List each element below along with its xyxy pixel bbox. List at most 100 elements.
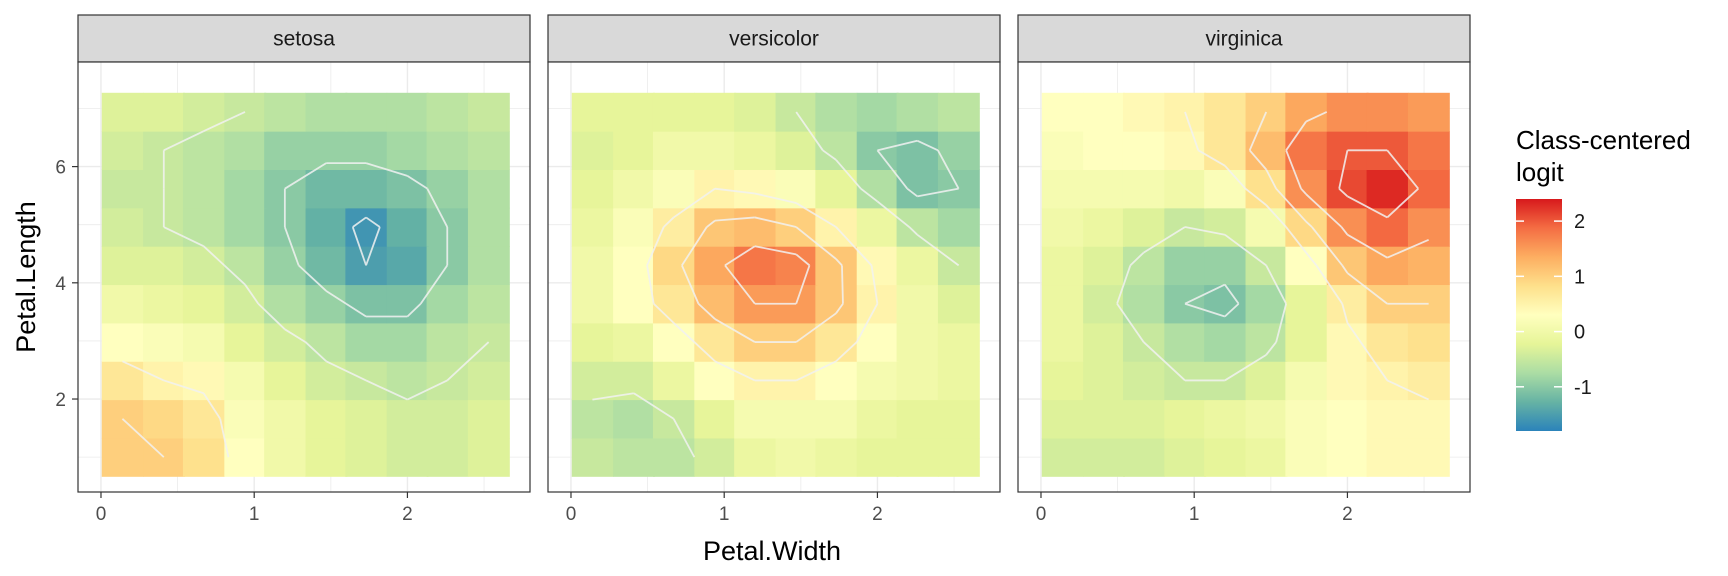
contour-segment bbox=[202, 392, 221, 420]
contour-segment bbox=[714, 187, 755, 195]
heatmap-tile bbox=[1366, 92, 1409, 132]
heatmap-tile bbox=[182, 131, 225, 170]
heatmap-tile bbox=[224, 284, 267, 324]
contour-segment bbox=[1285, 226, 1307, 254]
heatmap-tile bbox=[264, 92, 307, 132]
heatmap-tile bbox=[652, 361, 695, 401]
contour-segment bbox=[917, 187, 959, 198]
heatmap-tile bbox=[1285, 92, 1328, 132]
heatmap-tile bbox=[1407, 207, 1450, 247]
heatmap-tile bbox=[1122, 207, 1165, 247]
heatmap-tile bbox=[937, 361, 980, 401]
contour-segment bbox=[937, 149, 960, 190]
heatmap-tile bbox=[1366, 169, 1409, 209]
heatmap-tile bbox=[467, 399, 510, 439]
contour-segment bbox=[835, 159, 862, 190]
contour-segment bbox=[304, 341, 327, 362]
heatmap-tile bbox=[937, 92, 980, 132]
contour-segment bbox=[1265, 169, 1277, 190]
heatmap-tile bbox=[1164, 169, 1207, 209]
x-tick-label: 1 bbox=[719, 504, 730, 525]
heatmap-tile bbox=[305, 131, 348, 170]
heatmap-tile bbox=[652, 92, 695, 132]
heatmap-tile bbox=[1326, 92, 1369, 132]
heatmap-tile bbox=[101, 322, 144, 362]
heatmap-tile bbox=[571, 131, 614, 170]
contour-segment bbox=[1311, 226, 1343, 266]
heatmap-tile bbox=[694, 284, 737, 324]
contour-segment bbox=[1359, 341, 1389, 381]
x-axes: 0 1 2 0 1 2 0 1 2 bbox=[96, 492, 1353, 525]
heatmap-tile bbox=[937, 207, 980, 247]
heatmap-tile bbox=[182, 92, 225, 132]
heatmap-tile bbox=[815, 322, 858, 362]
contour-segment bbox=[1275, 303, 1288, 343]
heatmap-tile bbox=[734, 437, 777, 477]
heatmap-tile bbox=[1245, 169, 1288, 209]
heatmap-tile bbox=[1164, 322, 1207, 362]
heatmap-tile bbox=[1122, 361, 1165, 401]
heatmap-tile bbox=[345, 169, 388, 209]
heatmap-tile bbox=[1041, 92, 1084, 132]
heatmap-tile bbox=[1122, 169, 1165, 209]
heatmap-tile bbox=[1407, 246, 1450, 286]
heatmap-tile bbox=[571, 92, 614, 132]
contour-segment bbox=[219, 418, 230, 458]
heatmap-tile bbox=[1122, 284, 1165, 324]
heatmap-tile bbox=[571, 361, 614, 401]
heatmap-tile bbox=[896, 131, 939, 170]
heatmap-tile bbox=[815, 399, 858, 439]
contour-segment bbox=[1346, 272, 1388, 305]
legend-title-line-1: Class-centered bbox=[1516, 125, 1691, 155]
panel-border bbox=[77, 61, 531, 493]
contour-segment bbox=[835, 341, 858, 362]
heatmap-tile bbox=[1041, 322, 1084, 362]
heatmap-tile bbox=[694, 131, 737, 170]
contour-segment bbox=[365, 226, 381, 266]
heatmap-tile bbox=[1366, 437, 1409, 477]
contour-segment bbox=[754, 216, 797, 228]
heatmap-tile bbox=[1204, 322, 1247, 362]
heatmap-tile bbox=[1285, 361, 1328, 401]
contour-segment bbox=[122, 360, 165, 382]
heatmap-tile bbox=[1366, 322, 1409, 362]
heatmap-tile bbox=[1245, 322, 1288, 362]
heatmap-tile bbox=[143, 322, 185, 362]
heatmap-tile bbox=[1326, 437, 1369, 477]
heatmap-tile bbox=[1285, 399, 1328, 439]
contour-segment bbox=[1129, 251, 1145, 267]
contour-segment bbox=[1265, 204, 1287, 228]
heatmap-tile bbox=[613, 399, 655, 439]
heatmap-tile bbox=[734, 131, 777, 170]
heatmap-tile bbox=[652, 284, 695, 324]
contour-segment bbox=[1248, 111, 1268, 151]
panel-border bbox=[1017, 61, 1471, 493]
y-tick-label: 2 bbox=[55, 390, 66, 411]
contour-segment bbox=[1224, 354, 1267, 382]
heatmap-tile bbox=[182, 207, 225, 247]
contour-segment bbox=[325, 360, 367, 382]
heatmap-tile bbox=[426, 284, 469, 324]
heatmap-tile bbox=[1407, 399, 1450, 439]
heatmap-tile bbox=[386, 169, 429, 209]
legend-tick-label: -1 bbox=[1574, 377, 1592, 399]
contour-segment bbox=[365, 162, 408, 177]
heatmap-tile bbox=[1285, 207, 1328, 247]
x-tick-label: 1 bbox=[1189, 504, 1200, 525]
facet-strip-label: versicolor bbox=[729, 28, 819, 51]
heatmap-tile bbox=[896, 437, 939, 477]
heatmap-tile bbox=[426, 169, 469, 209]
contour-segment bbox=[345, 302, 367, 318]
heatmap-tile bbox=[571, 284, 614, 324]
contour-segment bbox=[1300, 188, 1307, 195]
heatmap-tile bbox=[856, 246, 899, 286]
contour-segment bbox=[1346, 322, 1362, 343]
heatmap-tile bbox=[386, 92, 429, 132]
heatmap-tile bbox=[1407, 92, 1450, 132]
contour-segment bbox=[1305, 220, 1313, 228]
heatmap-tile bbox=[571, 207, 614, 247]
heatmap-tile bbox=[224, 246, 267, 286]
heatmap-tile bbox=[1041, 169, 1084, 209]
heatmap-tile bbox=[1083, 246, 1125, 286]
contour-segment bbox=[877, 139, 918, 152]
